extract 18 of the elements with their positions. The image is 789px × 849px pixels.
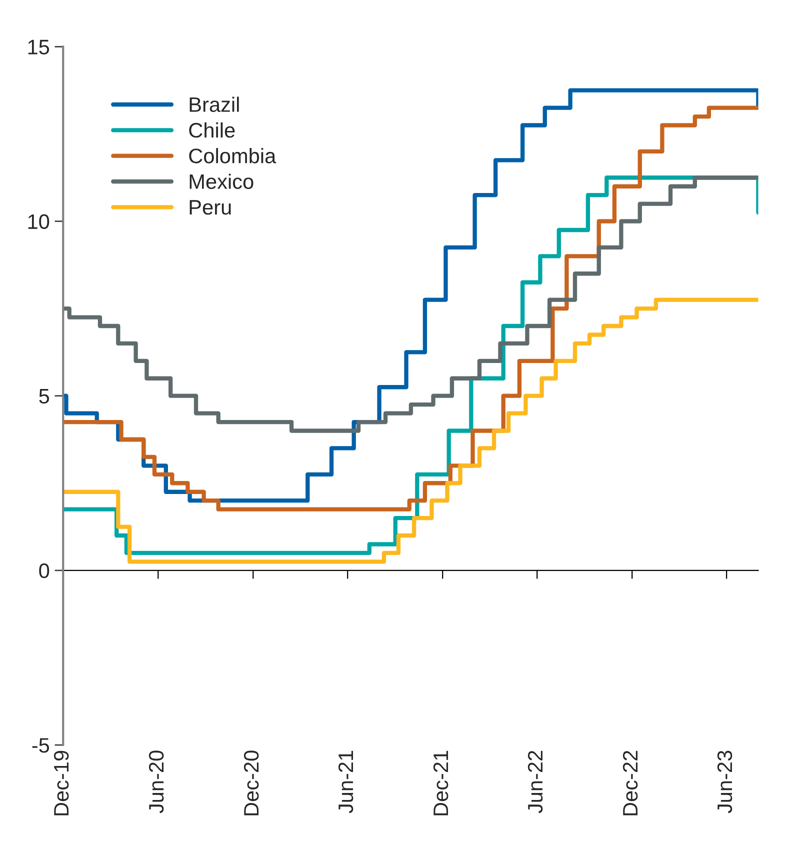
x-tick-label: Jun-23 — [717, 750, 732, 814]
y-tick-label: 0 — [39, 563, 50, 578]
x-tick-label: Dec-20 — [244, 750, 259, 816]
y-tick-label: 10 — [28, 214, 50, 230]
legend-label: Peru — [190, 200, 231, 215]
x-tick-label: Jun-21 — [338, 750, 354, 814]
legend-label: Colombia — [189, 148, 276, 164]
x-tick-label: Jun-22 — [528, 750, 543, 814]
legend-label: Brazil — [190, 96, 239, 112]
x-tick-label: Dec-22 — [622, 750, 638, 816]
y-tick-label: 5 — [39, 389, 50, 404]
x-tick-label: Dec-21 — [433, 750, 448, 816]
y-tick-label: 15 — [28, 40, 50, 54]
legend-label: Mexico — [190, 174, 254, 190]
x-tick-label: Jun-20 — [148, 750, 164, 814]
x-tick-label: Dec-19 — [54, 750, 69, 816]
y-tick-label: -5 — [32, 738, 50, 753]
legend-label: Chile — [189, 122, 235, 138]
